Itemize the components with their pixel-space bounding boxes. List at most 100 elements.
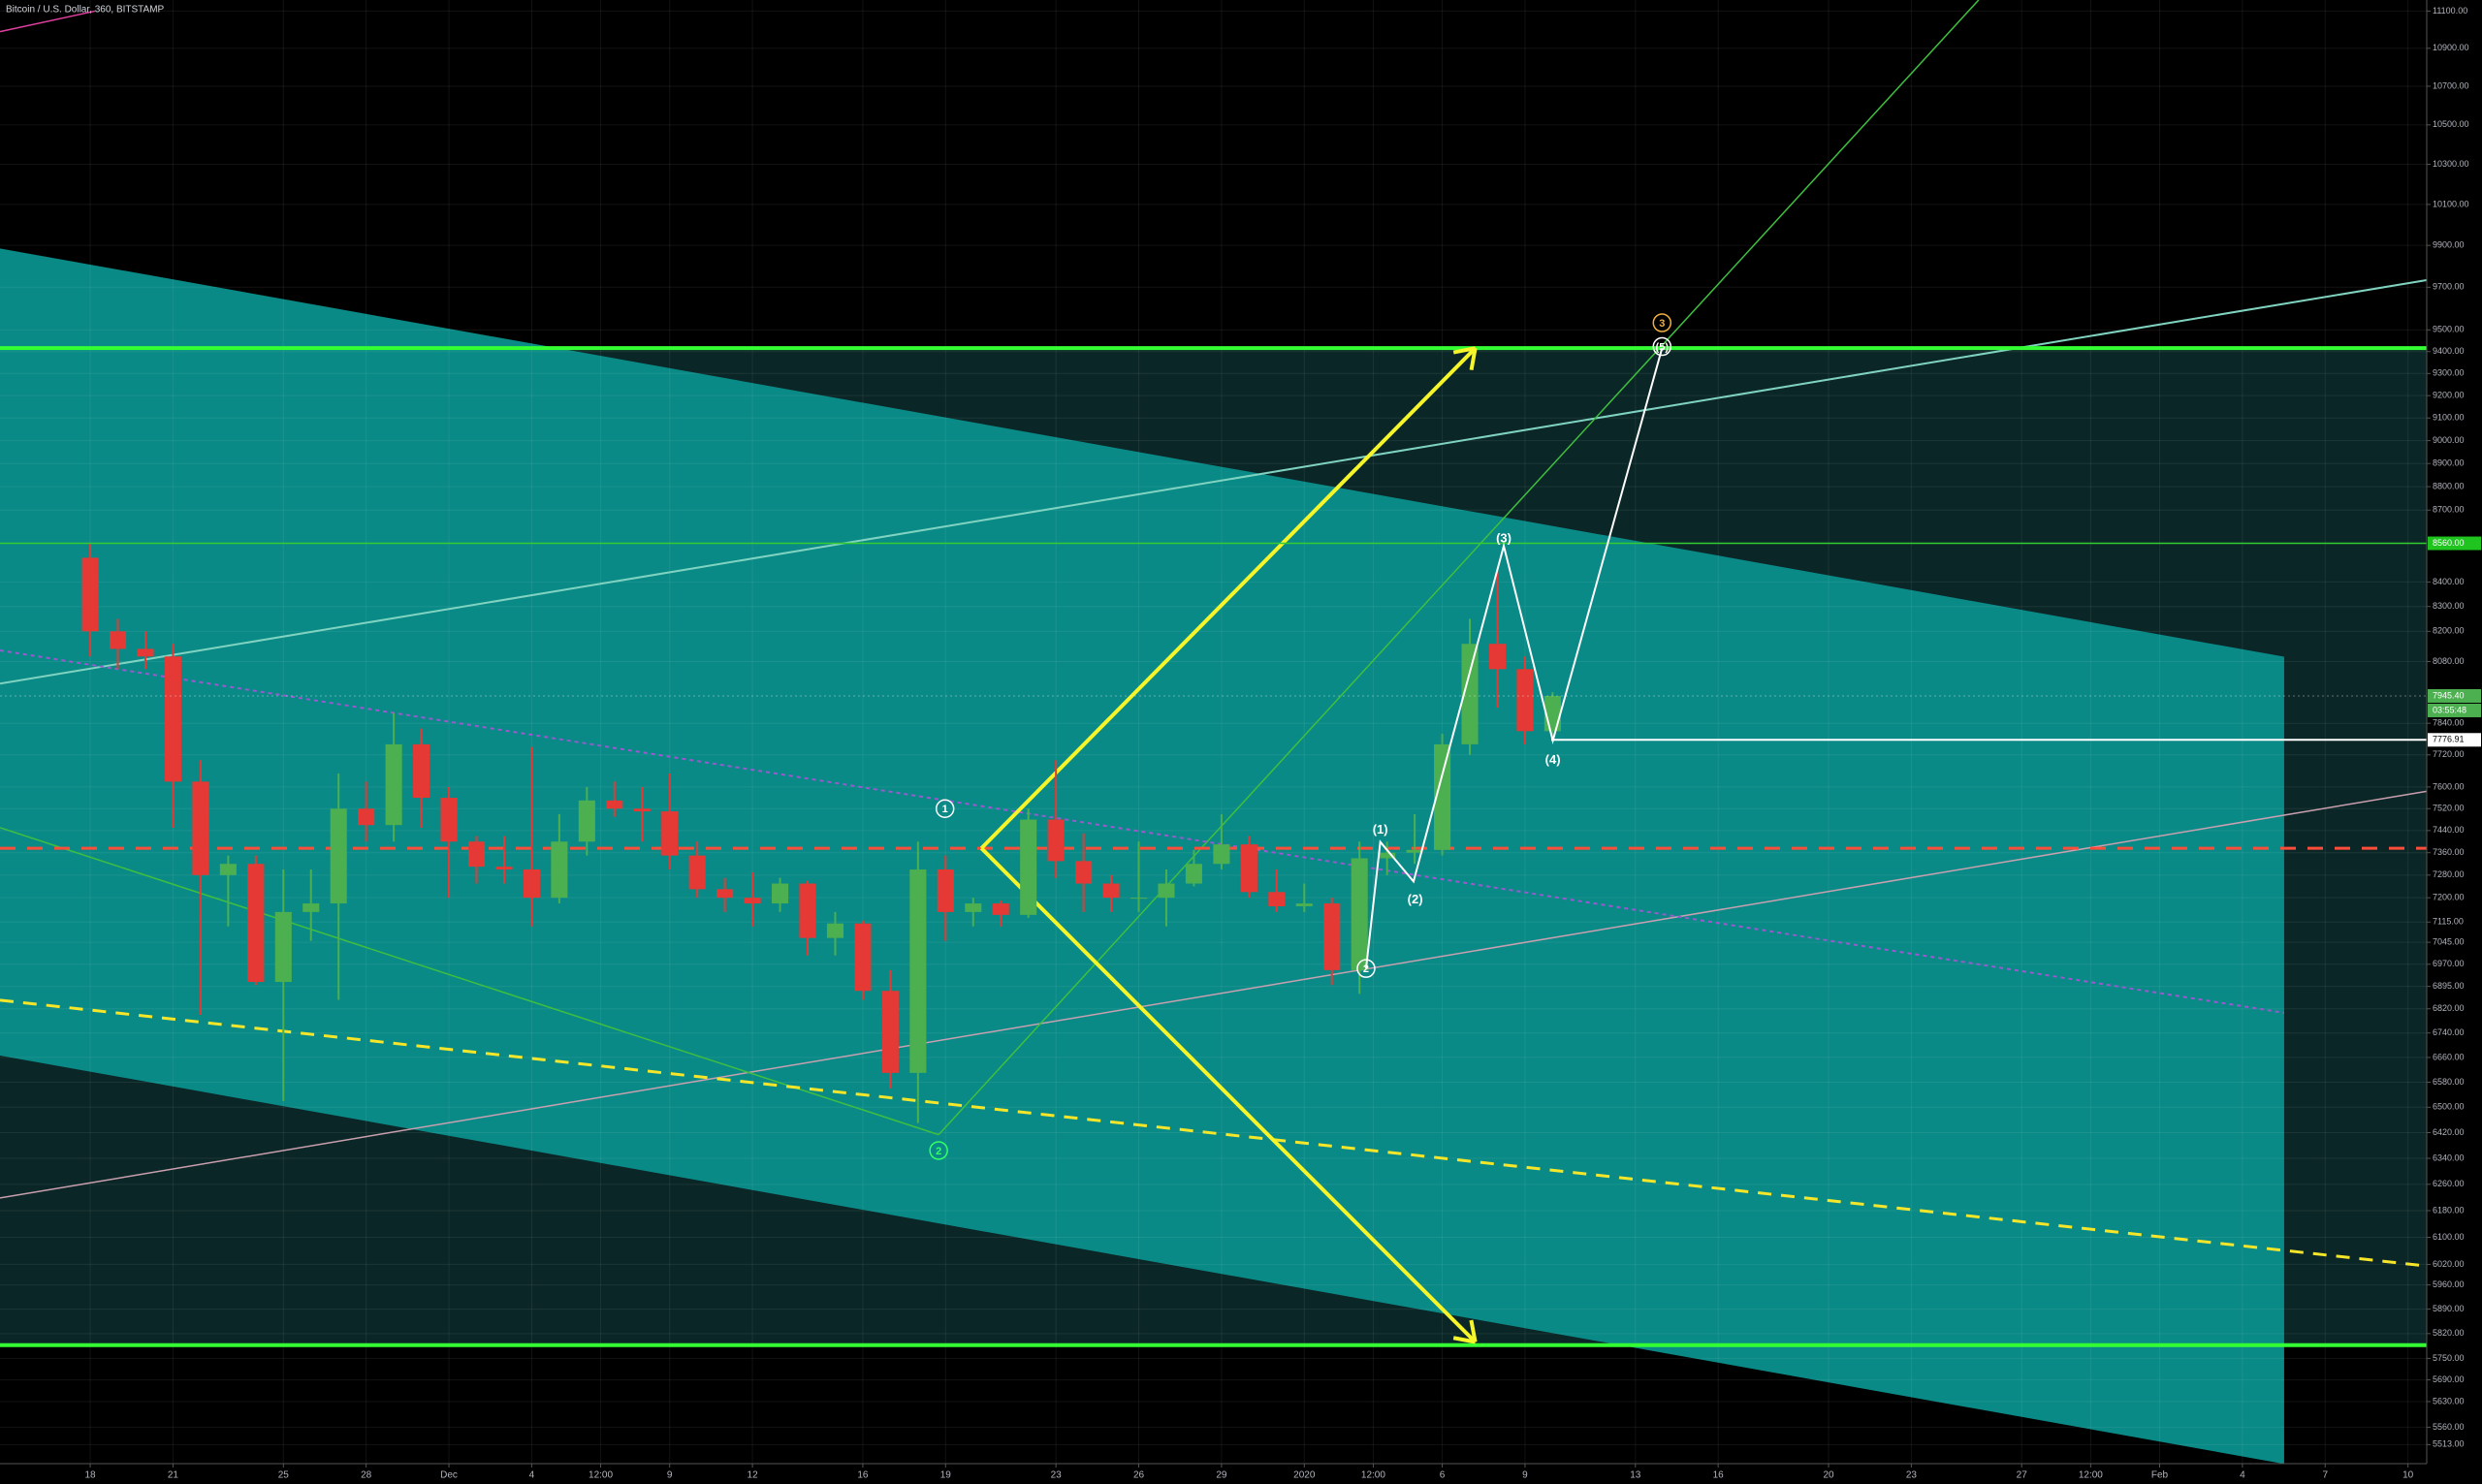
- candle-body: [1406, 849, 1423, 853]
- candle-body: [772, 883, 789, 904]
- x-tick-label: 23: [1051, 1470, 1063, 1481]
- arrow-head: [1469, 1319, 1478, 1342]
- candle-body: [1295, 903, 1313, 906]
- candle-body: [137, 648, 154, 657]
- time-axis: [0, 1464, 2482, 1484]
- wave-circle: [935, 799, 955, 819]
- candle-body: [937, 869, 954, 912]
- x-tick-label: 25: [278, 1470, 290, 1481]
- y-tick-label: 9100.00: [2433, 413, 2465, 423]
- y-tick-label: 9300.00: [2433, 368, 2465, 378]
- wave-label: 3: [1659, 318, 1665, 330]
- y-tick-label: 6500.00: [2433, 1102, 2465, 1112]
- arrow-head: [1452, 1336, 1477, 1344]
- candle-body: [302, 903, 320, 912]
- y-tick-label: 6260.00: [2433, 1179, 2465, 1188]
- y-tick-label: 6180.00: [2433, 1205, 2465, 1215]
- trend-line: [0, 790, 2427, 1199]
- trend-line: [0, 10, 96, 33]
- candle-body: [1240, 844, 1257, 893]
- y-tick-label: 6580.00: [2433, 1077, 2465, 1087]
- wave-label: (5): [1656, 341, 1670, 353]
- candle-body: [1158, 883, 1175, 899]
- y-tick-label: 7280.00: [2433, 869, 2465, 879]
- y-tick-label: 7440.00: [2433, 825, 2465, 835]
- y-tick-label: 5630.00: [2433, 1396, 2465, 1405]
- y-tick-label: 7115.00: [2433, 917, 2464, 927]
- candle-body: [274, 911, 292, 983]
- y-tick-label: 7045.00: [2433, 937, 2465, 947]
- y-tick-label: 5513.00: [2433, 1439, 2465, 1449]
- candle-body: [1268, 892, 1286, 906]
- y-tick-label: 6895.00: [2433, 981, 2465, 991]
- y-tick-label: 10100.00: [2433, 199, 2469, 208]
- y-tick-label: 9400.00: [2433, 346, 2465, 356]
- y-tick-label: 9000.00: [2433, 435, 2465, 445]
- price-badge: [2428, 688, 2481, 703]
- x-tick-label: 16: [1713, 1470, 1725, 1481]
- y-tick-label: 8900.00: [2433, 458, 2465, 468]
- candle-body: [1130, 898, 1148, 900]
- wave-label: 2: [936, 1146, 941, 1157]
- grid: [0, 0, 2427, 1464]
- x-tick-label: Feb: [2151, 1470, 2169, 1481]
- x-tick-label: 16: [857, 1470, 869, 1481]
- candle-body: [744, 898, 761, 904]
- candle-body: [1102, 883, 1120, 899]
- candle-body: [1047, 819, 1065, 862]
- x-tick-label: 18: [84, 1470, 96, 1481]
- candle-body: [661, 811, 679, 856]
- x-tick-label: 9: [667, 1470, 673, 1481]
- arrow-head: [1452, 346, 1477, 355]
- y-tick-label: 5690.00: [2433, 1374, 2465, 1384]
- y-tick-label: 5820.00: [2433, 1328, 2465, 1338]
- candle-body: [1461, 644, 1479, 744]
- candle-body: [219, 864, 237, 875]
- wave-label: (3): [1496, 531, 1511, 546]
- wave-label: 2: [1363, 963, 1369, 975]
- wave-circle: [1356, 959, 1376, 978]
- trend-line: [0, 827, 939, 1136]
- wave-circle: [929, 1141, 948, 1160]
- candle-body: [1185, 864, 1202, 884]
- candle-body: [578, 800, 595, 842]
- x-tick-label: 12:00: [1361, 1470, 1385, 1481]
- x-tick-label: 12:00: [2079, 1470, 2103, 1481]
- candle-body: [109, 631, 127, 649]
- candle-body: [965, 903, 982, 912]
- y-tick-label: 10900.00: [2433, 43, 2469, 52]
- overlay: (1) (2) (3) (4) (5) 3 2 1 2: [0, 313, 2427, 1160]
- wave-label: (2): [1408, 892, 1423, 906]
- wave-circle: [1652, 313, 1672, 332]
- wave-path: [1364, 347, 1664, 969]
- candle-body: [909, 869, 927, 1073]
- y-tick-label: 9200.00: [2433, 391, 2465, 400]
- candle-body: [385, 743, 402, 826]
- x-tick-label: 26: [1133, 1470, 1145, 1481]
- x-tick-label: 12: [748, 1470, 759, 1481]
- chart-title: Bitcoin / U.S. Dollar, 360, BITSTAMP: [6, 5, 165, 16]
- drawings: [0, 0, 2428, 1347]
- x-tick-label: 12:00: [589, 1470, 613, 1481]
- price-badge: [2428, 536, 2481, 551]
- candle-body: [467, 841, 486, 868]
- arrow: [979, 346, 1478, 850]
- x-tick-label: 29: [1216, 1470, 1227, 1481]
- x-tick-label: 10: [2402, 1470, 2414, 1481]
- x-tick-label: 19: [940, 1470, 952, 1481]
- y-tick-label: 11100.00: [2433, 6, 2467, 16]
- y-tick-label: 5750.00: [2433, 1353, 2465, 1363]
- price-badge-label: 7945.40: [2433, 690, 2465, 700]
- candle-body: [606, 800, 623, 809]
- y-tick-label: 7360.00: [2433, 847, 2465, 857]
- y-tick-label: 8200.00: [2433, 626, 2465, 636]
- countdown: 03:55:48: [2433, 705, 2466, 714]
- candle-body: [81, 557, 99, 632]
- candle-body: [1434, 743, 1451, 850]
- candle-body: [1516, 669, 1534, 732]
- candle-body: [495, 867, 513, 870]
- y-tick-label: 7600.00: [2433, 781, 2465, 791]
- candle-body: [854, 923, 872, 992]
- candle-body: [523, 869, 540, 899]
- candle-body: [992, 903, 1009, 915]
